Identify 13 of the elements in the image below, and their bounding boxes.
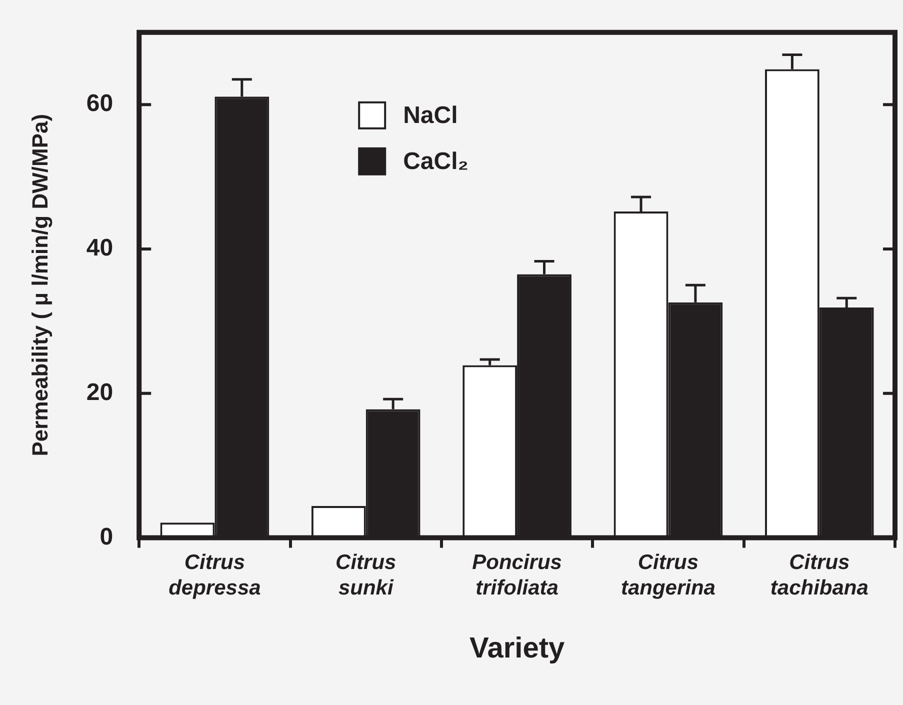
y-axis-title: Permeability ( μ l/min/g DW/MPa) bbox=[27, 114, 52, 456]
x-tick-label: Citrus tangerina bbox=[620, 551, 716, 600]
legend-label: NaCl bbox=[403, 102, 458, 130]
x-tick-label: Citrus sunki bbox=[336, 551, 396, 600]
x-tick-label: Citrus depressa bbox=[168, 551, 262, 600]
y-tick-label: 60 bbox=[86, 90, 114, 118]
y-tick-label: 40 bbox=[86, 234, 114, 262]
y-tick-label: 20 bbox=[86, 379, 114, 406]
y-tick-label: 0 bbox=[100, 523, 114, 550]
x-axis-title: Variety bbox=[469, 632, 565, 665]
legend-label: CaCl₂ bbox=[403, 148, 468, 176]
x-tick-label: Citrus tachibana bbox=[770, 551, 869, 600]
x-tick-label: Poncirus trifoliata bbox=[472, 551, 562, 600]
